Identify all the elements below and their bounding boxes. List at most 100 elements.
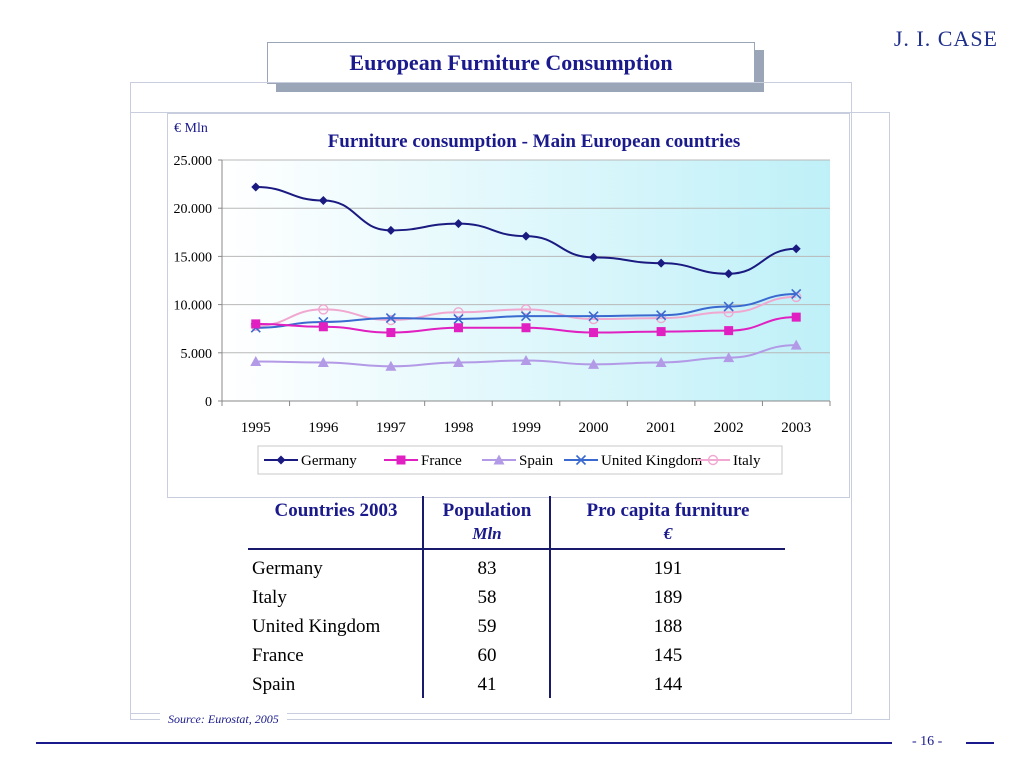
table-cell-population: 59 xyxy=(477,616,497,637)
table-subheader: Mln xyxy=(472,524,502,543)
footer-line-right xyxy=(966,742,994,744)
data-point-germany xyxy=(724,269,734,279)
source-note: Source: Eurostat, 2005 xyxy=(160,712,287,727)
legend-label-united-kingdom: United Kingdom xyxy=(601,453,703,469)
table-cell-country: France xyxy=(252,645,304,666)
data-point-spain xyxy=(588,358,600,369)
data-point-germany xyxy=(251,182,261,192)
data-point-united-kingdom xyxy=(656,310,667,321)
data-point-italy xyxy=(453,307,464,318)
x-tick-label: 1995 xyxy=(241,420,271,436)
page-number: - 16 - xyxy=(912,734,943,749)
x-tick-label: 1999 xyxy=(511,420,541,436)
table-cell-per-capita: 144 xyxy=(653,674,683,695)
legend-marker-united-kingdom xyxy=(575,454,587,466)
data-point-italy xyxy=(655,312,667,324)
data-point-france xyxy=(656,327,666,337)
line-chart: 0 5.000 10.000 15.000 20.000 25.000 1995 1996 19… xyxy=(174,121,831,475)
data-point-spain xyxy=(790,339,802,350)
table-cell-per-capita: 188 xyxy=(653,616,683,637)
data-point-spain xyxy=(723,352,735,363)
data-point-germany xyxy=(791,244,801,254)
data-point-united-kingdom xyxy=(385,313,396,324)
table-cell-country: Italy xyxy=(252,587,287,608)
data-point-germany xyxy=(656,258,666,268)
legend-label-france: France xyxy=(421,453,462,469)
x-tick-label: 1998 xyxy=(443,420,473,436)
data-point-france xyxy=(318,322,328,332)
data-point-united-kingdom xyxy=(588,311,599,322)
x-tick-label: 1996 xyxy=(308,420,339,436)
table-column-divider xyxy=(422,496,424,698)
legend-box xyxy=(257,445,783,475)
table-cell-country: Germany xyxy=(252,558,323,579)
data-point-italy xyxy=(723,307,734,318)
table-cell-country: Spain xyxy=(252,674,296,695)
y-tick-label: 0 xyxy=(205,395,212,410)
table-header: Population xyxy=(442,500,532,521)
data-point-spain xyxy=(520,355,532,366)
data-point-italy xyxy=(520,304,532,315)
data-point-france xyxy=(521,323,531,333)
data-point-italy xyxy=(588,313,599,325)
table-cell-per-capita: 145 xyxy=(653,645,683,666)
data-point-united-kingdom xyxy=(723,301,734,312)
x-tick-label: 2002 xyxy=(714,420,744,436)
data-point-italy xyxy=(318,304,329,315)
x-tick-label: 2000 xyxy=(579,420,609,436)
data-point-france xyxy=(791,312,801,322)
data-point-france xyxy=(453,323,463,333)
y-tick-label: 10.000 xyxy=(174,299,213,314)
table-subheader: € xyxy=(663,524,673,543)
legend-marker-italy xyxy=(707,454,719,466)
table-cell-population: 83 xyxy=(477,558,497,579)
legend-label-italy: Italy xyxy=(733,453,761,469)
data-point-spain xyxy=(385,360,397,371)
data-point-germany xyxy=(386,225,396,235)
data-point-germany xyxy=(318,195,328,205)
data-point-germany xyxy=(589,252,599,262)
legend-label-spain: Spain xyxy=(519,453,554,469)
table-header-rule xyxy=(248,548,785,550)
table-header: Pro capita furniture xyxy=(586,500,750,521)
x-tick-label: 2001 xyxy=(646,420,676,436)
content-frame-inner xyxy=(130,112,890,720)
data-point-spain xyxy=(317,356,329,367)
data-point-france xyxy=(386,328,396,338)
table-cell-population: 41 xyxy=(477,674,497,695)
table-cell-per-capita: 191 xyxy=(653,558,683,579)
x-tick-label: 2003 xyxy=(781,420,811,436)
data-point-france xyxy=(251,319,261,329)
table-header: Countries 2003 xyxy=(274,500,398,521)
legend-marker-germany xyxy=(276,455,286,465)
data-point-france xyxy=(724,326,734,336)
x-tick-label: 1997 xyxy=(376,420,407,436)
data-point-france xyxy=(589,328,599,338)
company-logo: J. I. CASE xyxy=(893,26,998,51)
series-line-italy xyxy=(255,295,797,327)
legend-marker-france xyxy=(396,455,406,465)
data-point-spain xyxy=(452,356,464,367)
table-cell-population: 60 xyxy=(477,645,497,666)
legend-label-germany: Germany xyxy=(301,453,357,469)
footer-line xyxy=(36,742,892,744)
table-cell-per-capita: 189 xyxy=(653,587,683,608)
y-tick-label: 15.000 xyxy=(174,250,213,265)
data-point-united-kingdom xyxy=(791,288,802,300)
y-tick-label: 20.000 xyxy=(174,202,213,217)
data-point-italy xyxy=(385,314,397,326)
data-point-germany xyxy=(521,231,531,241)
table-cell-population: 58 xyxy=(477,587,497,608)
data-point-united-kingdom xyxy=(520,311,532,322)
legend-marker-spain xyxy=(493,454,505,465)
data-point-spain xyxy=(655,356,667,367)
chart-title: Furniture consumption - Main European co… xyxy=(328,131,741,152)
y-tick-label: 5.000 xyxy=(181,347,213,362)
data-point-spain xyxy=(250,355,262,366)
y-tick-label: 25.000 xyxy=(174,154,213,169)
page-title: European Furniture Consumption xyxy=(267,42,755,84)
data-point-italy xyxy=(791,291,802,303)
table-column-divider xyxy=(549,496,551,698)
y-axis-label: € Mln xyxy=(174,121,208,136)
data-point-germany xyxy=(453,219,463,229)
